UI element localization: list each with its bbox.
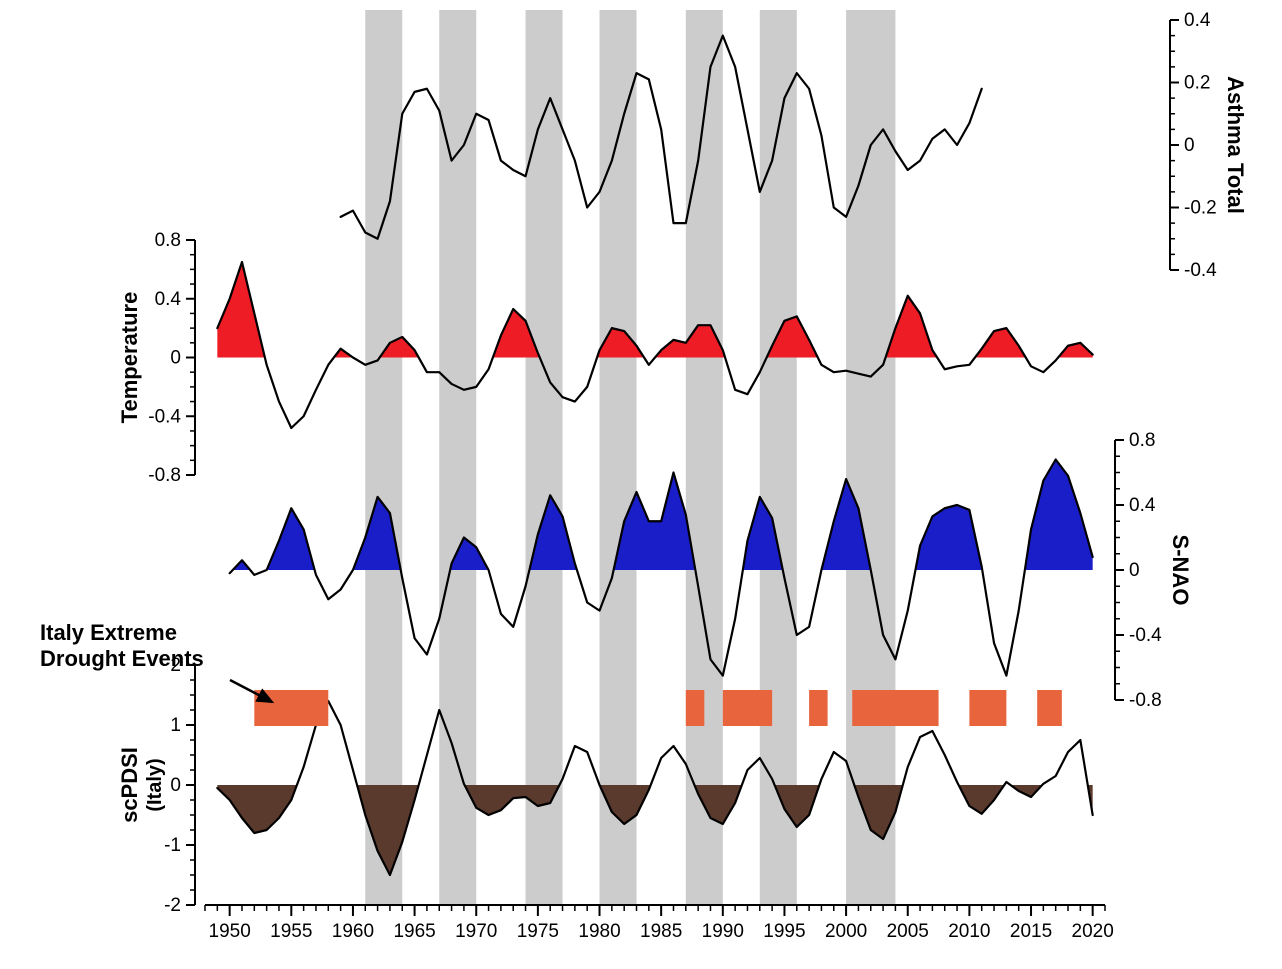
asthma-tick-label: 0 [1184, 135, 1195, 156]
scpdsi-tick-label: -1 [164, 835, 181, 856]
highlight-bands [365, 10, 895, 905]
snao-tick-label: -0.4 [1129, 625, 1162, 646]
x-tick-label: 1975 [517, 921, 559, 942]
temperature-positive-area [217, 262, 1092, 357]
x-tick-label: 2020 [1072, 921, 1114, 942]
scpdsi-negative-area [217, 785, 1092, 875]
asthma-tick-label: 0.2 [1184, 73, 1210, 94]
x-axis: 1950 1955 1960 1965 1970 1975 1980 1985 1990 1995… [205, 905, 1114, 942]
asthma-tick-label: -0.4 [1184, 260, 1217, 281]
x-tick-label: 1955 [270, 921, 312, 942]
snao-tick-label: 0.4 [1129, 495, 1156, 516]
temperature-tick-label: 0 [170, 348, 181, 369]
snao-tick-label: 0 [1129, 560, 1140, 581]
scpdsi-tick-label: 0 [170, 775, 181, 796]
x-tick-label: 1970 [455, 921, 497, 942]
multi-panel-timeseries-chart: -0.4 -0.2 0 0.2 0.4 Asthma Total -0.8 -0.4 0 0.4 0… [0, 0, 1282, 969]
asthma-axis-label: Asthma Total [1223, 76, 1248, 214]
x-tick-label: 1995 [763, 921, 805, 942]
x-tick-label: 2015 [1010, 921, 1052, 942]
scpdsi-tick-label: 1 [170, 715, 181, 736]
x-tick-label: 1985 [640, 921, 682, 942]
x-tick-label: 2000 [825, 921, 867, 942]
drought-callout-text: Drought Events [40, 646, 204, 671]
asthma-tick-label: 0.4 [1184, 10, 1211, 31]
drought-event-bar [254, 690, 328, 726]
scpdsi-axis-sublabel: (Italy) [144, 758, 166, 811]
temperature-tick-label: 0.8 [155, 230, 181, 251]
scpdsi-line [217, 701, 1092, 875]
drought-event-bar [686, 690, 704, 726]
drought-callout: Italy ExtremeDrought Events [40, 620, 272, 702]
x-tick-label: 1950 [209, 921, 251, 942]
drought-event-bar [723, 690, 772, 726]
x-tick-label: 2010 [948, 921, 990, 942]
temperature-axis-label: Temperature [117, 292, 142, 424]
snao-tick-label: 0.8 [1129, 430, 1155, 451]
scpdsi-tick-label: -2 [164, 895, 181, 916]
x-tick-label: 1980 [578, 921, 620, 942]
snao-axis-label: S-NAO [1168, 535, 1193, 606]
snao-tick-label: -0.8 [1129, 690, 1162, 711]
temperature-tick-label: 0.4 [155, 289, 182, 310]
drought-event-bar [969, 690, 1006, 726]
drought-event-bar [1037, 690, 1062, 726]
temperature-tick-label: -0.4 [148, 406, 181, 427]
temperature-line [217, 262, 1092, 428]
asthma-tick-label: -0.2 [1184, 198, 1217, 219]
x-tick-label: 1990 [702, 921, 744, 942]
x-tick-label: 2005 [887, 921, 929, 942]
x-tick-label: 1965 [393, 921, 435, 942]
x-tick-label: 1960 [332, 921, 374, 942]
scpdsi-axis-label: scPDSI [117, 747, 142, 823]
drought-callout-text: Italy Extreme [40, 620, 177, 645]
drought-event-bar [809, 690, 827, 726]
temperature-tick-label: -0.8 [148, 465, 181, 486]
drought-event-bar [852, 690, 938, 726]
